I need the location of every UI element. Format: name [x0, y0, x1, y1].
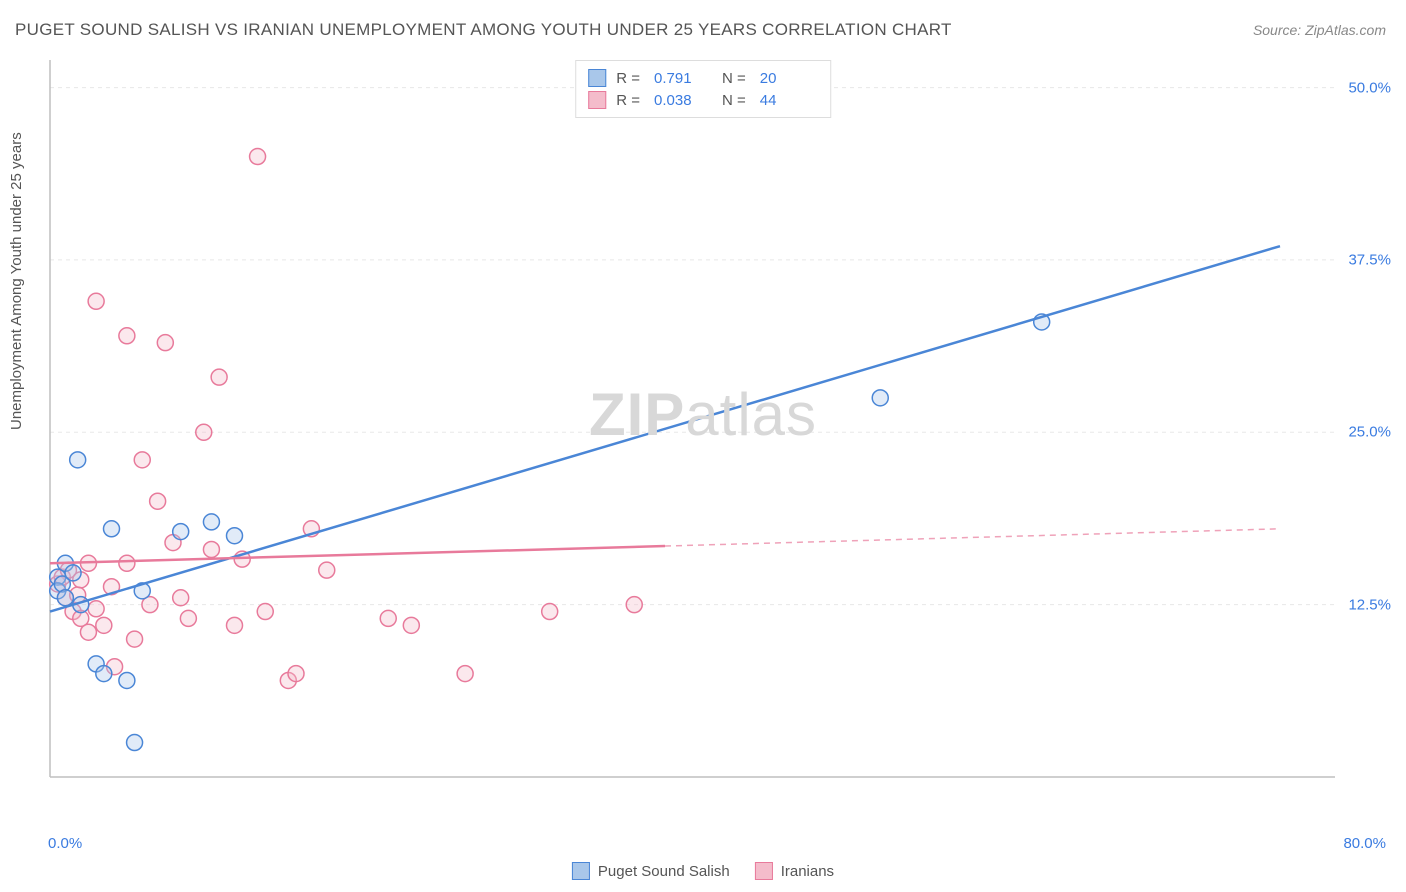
r-label: R =: [616, 92, 640, 109]
series-a-name: Puget Sound Salish: [598, 863, 730, 880]
y-axis-label: Unemployment Among Youth under 25 years: [8, 132, 25, 430]
chart-title: PUGET SOUND SALISH VS IRANIAN UNEMPLOYME…: [15, 20, 952, 40]
y-tick: 50.0%: [1348, 79, 1391, 96]
correlation-legend: R = 0.791 N = 20 R = 0.038 N = 44: [575, 60, 831, 118]
r-value-b: 0.038: [654, 92, 704, 109]
series-legend: Puget Sound Salish Iranians: [572, 862, 834, 880]
r-label: R =: [616, 70, 640, 87]
y-tick: 12.5%: [1348, 596, 1391, 613]
swatch-series-b: [588, 91, 606, 109]
legend-item-series-b: Iranians: [755, 862, 834, 880]
x-tick-max: 80.0%: [1343, 835, 1386, 852]
series-b-name: Iranians: [781, 863, 834, 880]
y-tick: 25.0%: [1348, 424, 1391, 441]
source-attribution: Source: ZipAtlas.com: [1253, 22, 1386, 38]
x-tick-min: 0.0%: [48, 835, 82, 852]
watermark: ZIPatlas: [589, 380, 817, 449]
swatch-series-a: [572, 862, 590, 880]
n-label: N =: [722, 92, 746, 109]
y-tick: 37.5%: [1348, 251, 1391, 268]
legend-item-series-a: Puget Sound Salish: [572, 862, 730, 880]
r-value-a: 0.791: [654, 70, 704, 87]
legend-row-series-a: R = 0.791 N = 20: [588, 67, 818, 89]
n-label: N =: [722, 70, 746, 87]
n-value-b: 44: [760, 92, 810, 109]
swatch-series-a: [588, 69, 606, 87]
legend-row-series-b: R = 0.038 N = 44: [588, 89, 818, 111]
swatch-series-b: [755, 862, 773, 880]
n-value-a: 20: [760, 70, 810, 87]
correlation-chart: PUGET SOUND SALISH VS IRANIAN UNEMPLOYME…: [0, 0, 1406, 892]
